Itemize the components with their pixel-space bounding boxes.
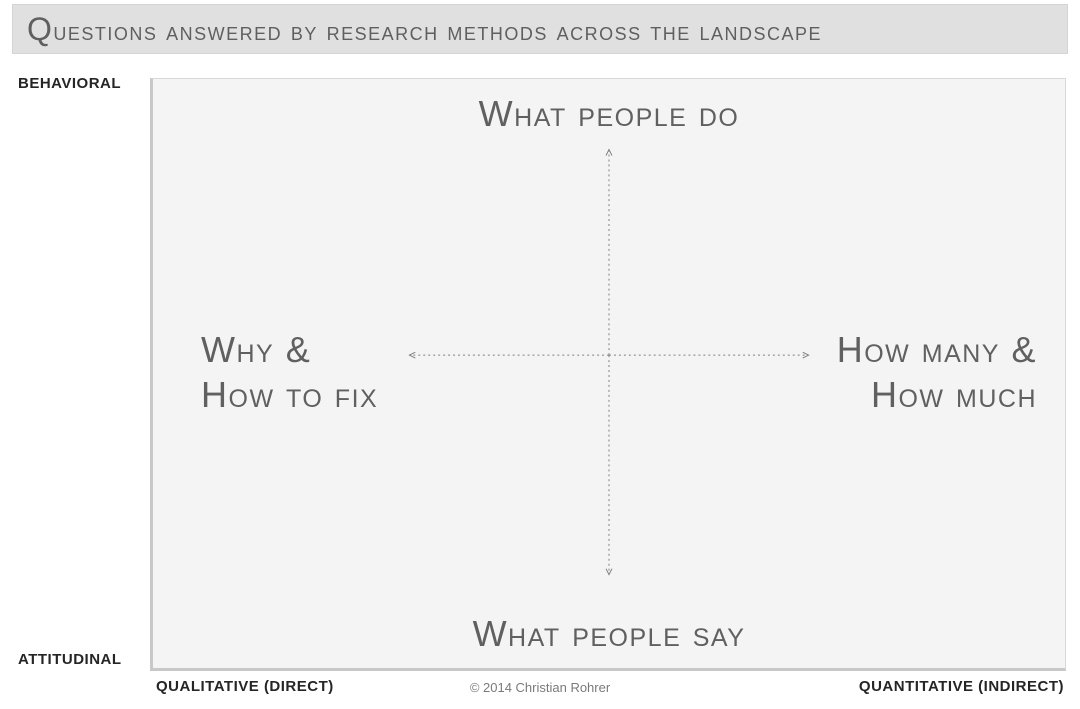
quadrant-label-left-line2: How to fix (201, 374, 378, 415)
copyright-text: © 2014 Christian Rohrer (0, 680, 1080, 695)
quadrant-label-bottom-text: What people say (473, 613, 746, 654)
quadrant-label-right-line2: How much (871, 374, 1037, 415)
diagram-title: Questions answered by research methods a… (27, 11, 822, 48)
quadrant-label-right: How many & How much (837, 327, 1037, 417)
quadrant-label-top: What people do (479, 91, 740, 136)
quadrant-label-top-text: What people do (479, 93, 740, 134)
y-axis-top-label: BEHAVIORAL (18, 75, 121, 92)
diagram-page: Questions answered by research methods a… (0, 0, 1080, 709)
quadrant-label-left-line1: Why & (201, 329, 311, 370)
y-axis-bottom-label: ATTITUDINAL (18, 651, 122, 668)
quadrant-label-bottom: What people say (473, 611, 746, 656)
title-bar: Questions answered by research methods a… (12, 4, 1068, 54)
plot-area: What people do What people say Why & How… (150, 78, 1066, 671)
quadrant-label-left: Why & How to fix (201, 327, 378, 417)
quadrant-label-right-line1: How many & (837, 329, 1037, 370)
